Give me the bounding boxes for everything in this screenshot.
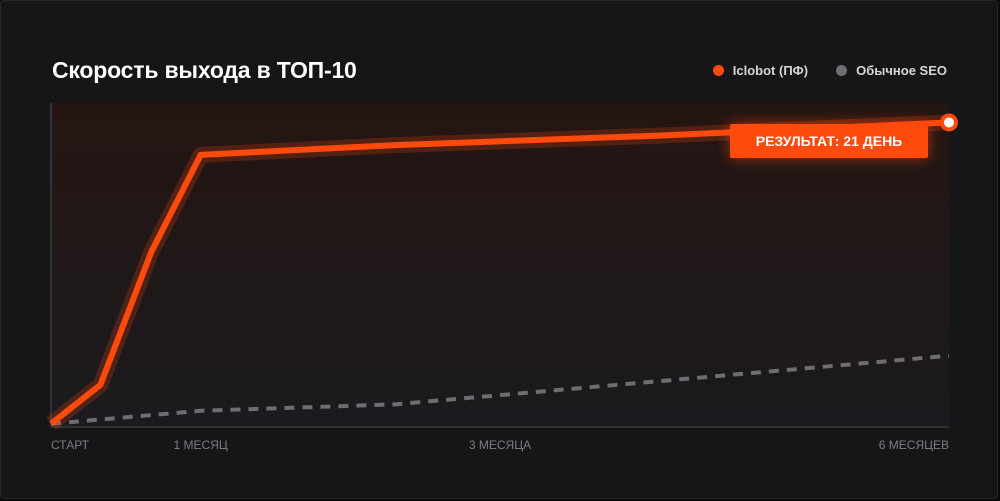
series-endpoint-iclobot[interactable] — [940, 113, 958, 132]
chart-legend: Iclobot (ПФ) Обычное SEO — [712, 63, 947, 78]
legend-dot-iclobot — [712, 65, 724, 76]
legend-label-seo: Обычное SEO — [856, 63, 947, 78]
series-layer — [46, 113, 958, 431]
x-tick-label: 1 МЕСЯЦ — [174, 438, 228, 452]
x-tick-label: 6 МЕСЯЦЕВ — [879, 438, 949, 452]
series-line-seo — [50, 353, 950, 426]
x-tick-labels: СТАРТ 1 МЕСЯЦ 3 МЕСЯЦА 6 МЕСЯЦЕВ — [51, 438, 949, 452]
x-tick-label: 3 МЕСЯЦА — [469, 438, 531, 452]
legend-label-iclobot: Iclobot (ПФ) — [732, 63, 809, 78]
legend-dot-seo — [836, 65, 848, 76]
legend-item-seo[interactable]: Обычное SEO — [836, 63, 947, 78]
chart-title: Скорость выхода в ТОП-10 — [52, 57, 357, 83]
x-tick-label: СТАРТ — [51, 438, 90, 452]
series-line-iclobot — [49, 119, 950, 427]
legend-item-iclobot[interactable]: Iclobot (ПФ) — [712, 63, 809, 78]
result-badge: РЕЗУЛЬТАТ: 21 ДЕНЬ — [730, 124, 928, 158]
